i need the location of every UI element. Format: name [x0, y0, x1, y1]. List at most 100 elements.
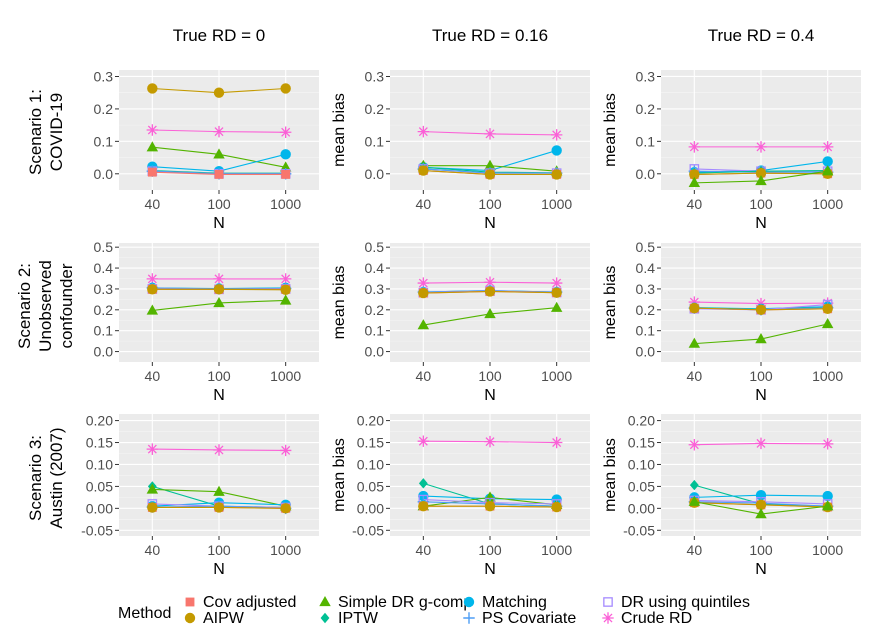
point-aipw-40: [418, 287, 429, 299]
point-crude-rd-100: [755, 437, 767, 450]
x-tick-label: 1000: [541, 368, 572, 384]
point-simple-dr-g-comp-40: [688, 337, 701, 348]
y-axis-label: mean bias: [602, 93, 619, 167]
point-crude-rd-1000: [550, 129, 563, 141]
legend-label: Cov adjusted: [203, 594, 296, 611]
row-title-1: Scenario 1: COVID-19: [26, 89, 66, 175]
point-cov-adjusted-100: [214, 170, 224, 179]
row-title-2: Scenario 2: Unobserved confounder: [15, 260, 76, 352]
x-axis-label: N: [755, 561, 767, 578]
point-aipw-40: [418, 165, 429, 176]
series-crude-rd: [146, 273, 292, 285]
legend-item-dr-using-quintiles: DR using quintiles: [603, 594, 750, 611]
point-aipw-100: [755, 167, 767, 179]
point-simple-dr-g-comp-1000: [821, 500, 834, 511]
series-crude-rd: [417, 276, 563, 289]
y-axis-label: mean bias: [331, 266, 348, 340]
y-tick-label: 0.1: [636, 323, 656, 339]
row-title-2-line-2: Unobserved: [36, 260, 55, 352]
y-tick-label: 0.15: [357, 435, 384, 451]
y-tick-label: 0.4: [94, 260, 114, 276]
x-tick-label: 40: [416, 196, 432, 212]
series-simple-dr-g-comp: [417, 301, 563, 330]
legend-label: Simple DR g-comp: [338, 594, 472, 611]
x-tick-label: 40: [687, 542, 703, 558]
y-tick-label: 0.10: [357, 456, 384, 472]
point-crude-rd-1000: [279, 444, 292, 457]
series-simple-dr-g-comp: [688, 495, 834, 519]
point-crude-rd-100: [484, 276, 496, 288]
y-tick-label: 0.3: [636, 68, 656, 84]
point-crude-rd-1000: [821, 141, 834, 153]
point-cov-adjusted-1000: [281, 170, 291, 179]
legend-key-dr-using-quintiles: [603, 597, 613, 607]
point-simple-dr-g-comp-100: [213, 485, 225, 496]
legend-item-crude-rd: Crude RD: [602, 610, 692, 627]
y-tick-label: -0.05: [352, 522, 384, 538]
y-tick-label: 0.0: [636, 344, 656, 360]
point-aipw-100: [213, 87, 225, 98]
point-aipw-40: [147, 502, 158, 513]
point-crude-rd-40: [688, 438, 701, 451]
panel-r1-c1: 0.0 0.1 0.2 0.3 40 100 1000 N: [94, 68, 319, 232]
y-tick-label: 0.1: [94, 323, 114, 339]
point-simple-dr-g-comp-100: [755, 508, 767, 519]
row-title-3: Scenario 3: Austin (2007): [26, 427, 66, 528]
point-aipw-1000: [280, 83, 291, 94]
y-tick-label: 0.3: [365, 281, 385, 297]
y-tick-label: 0.1: [94, 133, 114, 149]
legend-item-ps-covariate: PS Covariate: [463, 610, 576, 627]
point-simple-dr-g-comp-40: [146, 483, 159, 494]
series-aipw: [689, 302, 833, 316]
row-title-3-line-2: Austin (2007): [47, 427, 66, 528]
legend-item-aipw: AIPW: [184, 610, 245, 627]
point-aipw-100: [484, 169, 496, 180]
x-tick-label: 40: [145, 196, 161, 212]
y-tick-label: 0.05: [86, 478, 113, 494]
point-simple-dr-g-comp-100: [213, 296, 225, 308]
y-tick-label: 0.20: [86, 413, 113, 429]
point-iptw-40: [418, 478, 428, 489]
point-simple-dr-g-comp-40: [688, 495, 701, 506]
x-axis-label: N: [484, 215, 496, 232]
point-aipw-40: [689, 302, 700, 314]
legend-key-crude-rd: [602, 612, 614, 624]
series-aipw: [418, 165, 562, 180]
y-tick-label: 0.2: [636, 302, 656, 318]
point-simple-dr-g-comp-100: [484, 159, 496, 170]
y-tick-label: 0.3: [94, 68, 114, 84]
point-simple-dr-g-comp-40: [417, 319, 430, 330]
col-title-2: True RD = 0.4: [708, 26, 815, 45]
point-simple-dr-g-comp-100: [755, 333, 767, 344]
y-tick-label: 0.15: [628, 435, 655, 451]
point-simple-dr-g-comp-1000: [821, 318, 834, 329]
legend-title: Method: [118, 605, 171, 622]
panel-r3-c2: -0.05 0.00 0.05 0.10 0.15 0.20 40 100 1000 Nmean …: [331, 413, 590, 578]
x-tick-label: 40: [687, 196, 703, 212]
point-simple-dr-g-comp-100: [755, 174, 767, 186]
y-axis-label: mean bias: [331, 93, 348, 167]
x-tick-label: 1000: [541, 542, 572, 558]
point-aipw-1000: [551, 501, 562, 513]
y-tick-label: 0.1: [365, 133, 385, 149]
x-axis-label: N: [755, 387, 767, 404]
series-aipw: [418, 500, 562, 513]
point-matching-1000: [822, 490, 833, 502]
point-aipw-100: [484, 286, 496, 297]
panels: 0.0 0.1 0.2 0.3 40 100 1000 N 0.0 0.1 0.2 0.3 40 100 1…: [81, 68, 861, 578]
point-simple-dr-g-comp-1000: [279, 294, 292, 305]
point-crude-rd-100: [213, 125, 225, 138]
point-aipw-40: [147, 83, 158, 94]
legend-key-ps-covariate: [463, 612, 475, 624]
x-tick-label: 100: [749, 196, 773, 212]
y-tick-label: 0.0: [94, 344, 114, 360]
row-title-2-line-3: confounder: [57, 263, 76, 348]
y-tick-label: 0.10: [628, 456, 655, 472]
legend-label: DR using quintiles: [621, 594, 750, 611]
y-tick-label: 0.3: [365, 68, 385, 84]
series-aipw: [147, 502, 291, 514]
point-simple-dr-g-comp-40: [146, 141, 159, 152]
y-tick-label: -0.05: [81, 522, 113, 538]
